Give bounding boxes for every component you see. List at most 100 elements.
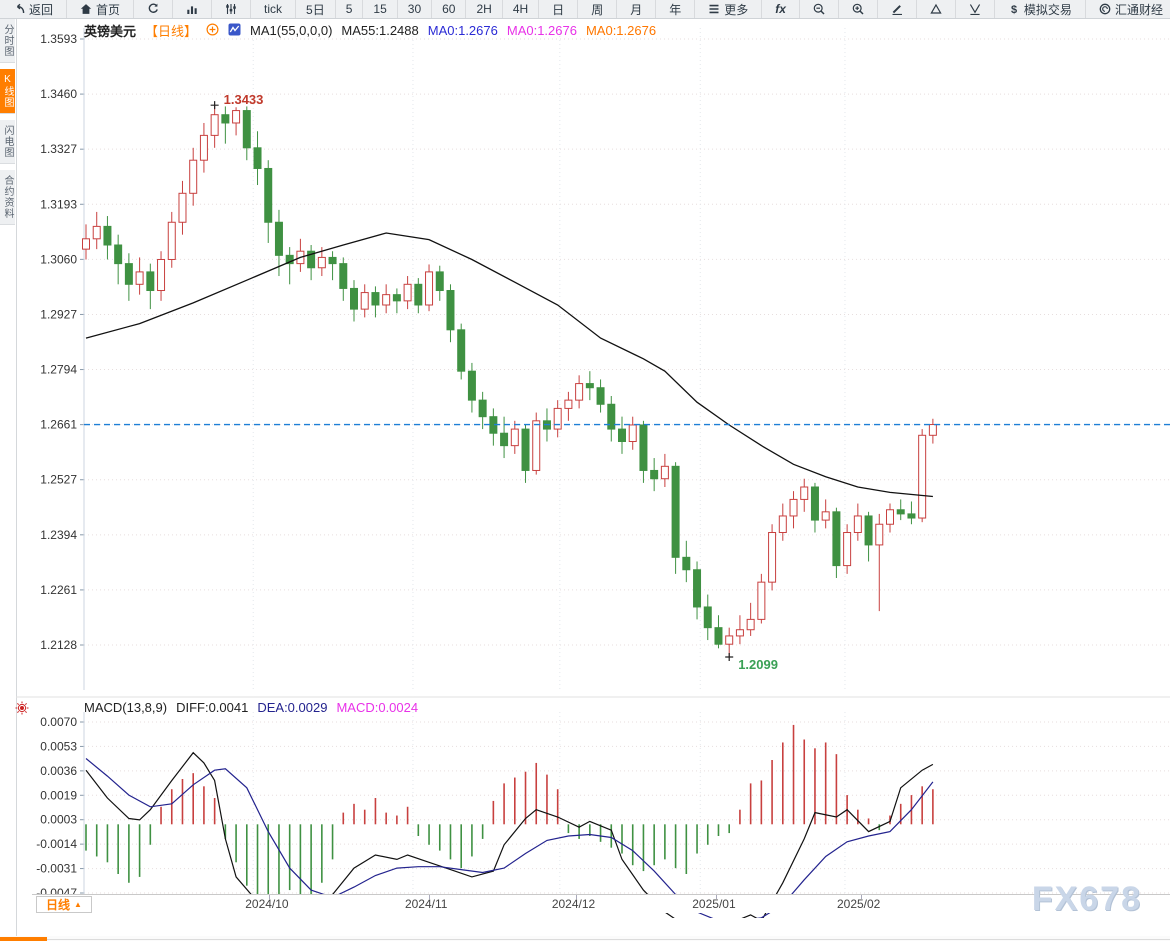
toolbar-item-indicators[interactable] (212, 0, 252, 18)
sidebar-tab-intraday[interactable]: 分时图 (0, 19, 15, 63)
candle (714, 627, 723, 645)
candle (864, 515, 873, 546)
toolbar-item-interval-year[interactable]: 年 (656, 0, 696, 18)
sidebar-tab-contract-info[interactable]: 合约资料 (0, 170, 15, 225)
price-axis-label: 1.2794 (40, 363, 77, 377)
ma-chart-icon[interactable] (228, 23, 241, 39)
macd-legend: MACD(13,8,9) DIFF:0.0041 DEA:0.0029 MACD… (84, 700, 418, 715)
toolbar-item-label: 年 (669, 2, 682, 17)
toolbar-item-label: 月 (630, 2, 643, 17)
candle (167, 221, 176, 260)
toolbar-item-interval-15[interactable]: 15 (363, 0, 398, 18)
toolbar-item-huitong[interactable]: 汇通财经 (1086, 0, 1170, 18)
indicator-settings-icon[interactable] (15, 701, 29, 715)
period-tag: 【日线】 (145, 24, 198, 39)
chart-area[interactable]: 1.3593 1.3460 1.3327 1.3193 1.3060 1.2927 1.27… (15, 19, 1170, 918)
candle (274, 221, 283, 256)
toolbar-item-interval-day[interactable]: 日 (539, 0, 579, 18)
toolbar-item-marker-down[interactable] (956, 0, 995, 18)
candle (392, 294, 401, 302)
candle (553, 407, 562, 430)
macd-axis-label: -0.0031 (36, 862, 77, 876)
chart-legend: 英镑美元 【日线】 MA1(55,0,0,0) MA55:1.2488 MA0:… (84, 21, 656, 40)
toolbar-item-draw[interactable] (878, 0, 917, 18)
candle (264, 167, 273, 223)
chevron-up-icon: ▲ (74, 900, 82, 909)
pencil-icon (891, 3, 903, 15)
candle (157, 258, 166, 292)
toolbar-item-marker-up[interactable] (917, 0, 956, 18)
symbol-title: 英镑美元 (84, 24, 137, 39)
toolbar-item-interval-60[interactable]: 60 (432, 0, 467, 18)
toolbar-item-fx[interactable]: fx (762, 0, 800, 18)
toolbar-item-interval-week[interactable]: 周 (578, 0, 618, 18)
candle (360, 292, 369, 310)
candle (199, 134, 208, 161)
toolbar-item-label: 30 (407, 2, 422, 16)
candle (478, 399, 487, 418)
candle (843, 532, 852, 567)
toolbar-item-demo-trade[interactable]: $ 模拟交易 (995, 0, 1086, 18)
month-label: 2024/11 (404, 897, 448, 911)
sidebar-tab-lightning[interactable]: 闪电图 (0, 120, 15, 164)
dollar-icon: $ (1008, 3, 1020, 15)
toolbar-item-zoom-out[interactable] (800, 0, 839, 18)
candle (253, 147, 262, 169)
toolbar-item-zoom-in[interactable] (839, 0, 878, 18)
toolbar-item-interval-4h[interactable]: 4H (503, 0, 540, 18)
candle (810, 486, 819, 521)
candle (350, 287, 358, 310)
candle (768, 532, 777, 583)
candle (210, 114, 219, 136)
period-selector-button[interactable]: 日线 ▲ (36, 896, 92, 913)
toolbar-item-refresh[interactable] (134, 0, 174, 18)
candle (382, 294, 391, 306)
toolbar-item-interval-30[interactable]: 30 (398, 0, 433, 18)
toolbar-item-label: tick (264, 2, 283, 16)
candle (467, 370, 476, 401)
scrollbar-track (47, 939, 1170, 940)
candle (307, 250, 316, 269)
month-label: 2025/02 (836, 897, 881, 911)
price-axis-label: 1.2394 (40, 528, 77, 542)
toolbar-item-back[interactable]: 返回 (0, 0, 68, 18)
candle (789, 498, 798, 517)
toolbar-item-label: 5 (345, 2, 353, 16)
horizontal-scrollbar[interactable] (0, 936, 1170, 941)
candle (757, 581, 766, 620)
toolbar-item-home[interactable]: 首页 (67, 0, 135, 18)
macd-axis-label: 0.0019 (40, 788, 77, 802)
toolbar-item-interval-5d[interactable]: 5日 (296, 0, 336, 18)
toolbar-item-interval-month[interactable]: 月 (617, 0, 657, 18)
toolbar-item-interval-tick[interactable]: tick (251, 0, 297, 18)
candle (500, 432, 509, 447)
main-chart-svg[interactable]: 1.3593 1.3460 1.3327 1.3193 1.3060 1.2927 1.27… (16, 19, 1170, 918)
high-price-label: 1.3433 (224, 92, 264, 107)
zoom-in-icon (852, 3, 864, 15)
price-axis-label: 1.3060 (40, 252, 77, 266)
toolbar-item-more[interactable]: 更多 (695, 0, 763, 18)
add-indicator-icon[interactable] (206, 22, 219, 39)
candle (800, 486, 809, 500)
zoom-out-icon (813, 3, 825, 15)
sidebar-tab-kline[interactable]: K线图 (0, 69, 15, 114)
ma55-line (85, 232, 933, 498)
toolbar-item-label: fx (775, 2, 786, 16)
candle (875, 523, 884, 546)
scrollbar-thumb[interactable] (0, 937, 47, 941)
candle (832, 511, 841, 567)
toolbar-item-interval-5[interactable]: 5 (336, 0, 364, 18)
month-tick (428, 895, 430, 899)
candle (671, 465, 680, 558)
macd-axis-label: -0.0014 (36, 837, 77, 851)
toolbar-item-interval-2h[interactable]: 2H (466, 0, 503, 18)
low-marker-cross (725, 653, 734, 662)
toolbar-item-label: 更多 (724, 2, 749, 17)
candle (628, 424, 637, 443)
ma-settings-label: MA1(55,0,0,0) (250, 23, 333, 38)
price-axis-label: 1.2927 (40, 307, 77, 321)
triangle-down-icon (969, 3, 981, 15)
candle (178, 192, 187, 223)
toolbar-item-bar-chart[interactable] (173, 0, 213, 18)
